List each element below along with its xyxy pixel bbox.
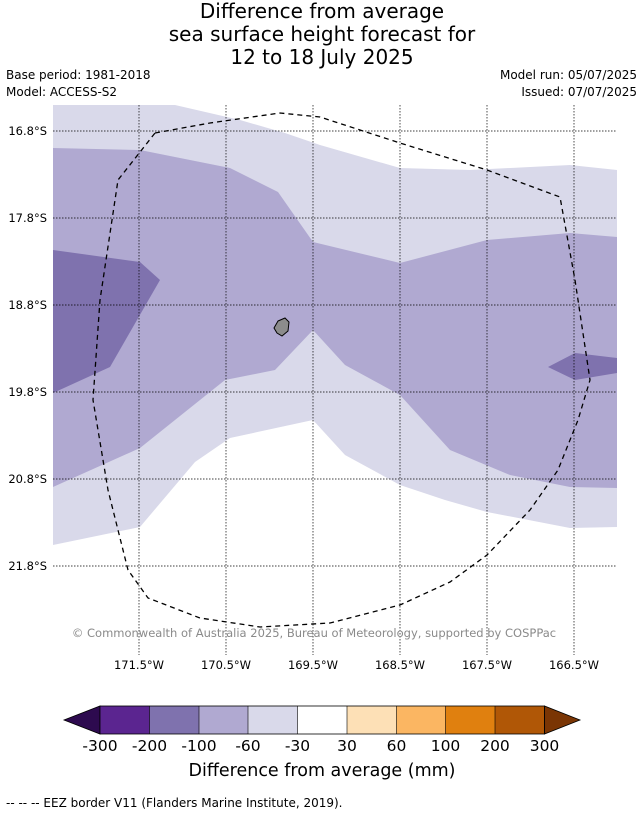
colorbar-tick: 60 <box>387 737 407 755</box>
colorbar-segment <box>149 706 199 734</box>
colorbar-segment <box>396 706 446 734</box>
copyright-notice: © Commonwealth of Australia 2025, Bureau… <box>72 626 556 640</box>
colorbar-segment <box>62 705 101 735</box>
title-line-2: sea surface height forecast for <box>168 22 476 46</box>
colorbar-segment <box>347 706 397 734</box>
colorbar-segment <box>544 705 582 735</box>
model-name: Model: ACCESS-S2 <box>6 85 118 99</box>
lon-label: 166.5°W <box>549 658 599 672</box>
lon-label: 171.5°W <box>114 658 164 672</box>
colorbar-tick: -60 <box>235 737 260 755</box>
lat-label: 16.8°S <box>8 124 47 138</box>
lat-label: 21.8°S <box>8 559 47 573</box>
colorbar-segment <box>297 706 347 734</box>
meta-left: Base period: 1981-2018 Model: ACCESS-S2 <box>6 67 151 101</box>
anomaly-region-dark-west <box>53 250 160 393</box>
lat-label: 20.8°S <box>8 472 47 486</box>
colorbar-outline <box>99 705 545 735</box>
grid-lines <box>53 105 617 655</box>
model-run: Model run: 05/07/2025 <box>499 68 637 82</box>
anomaly-region-dark-east <box>548 353 617 380</box>
colorbar <box>62 705 582 735</box>
colorbar-segment <box>445 706 495 734</box>
lon-label: 167.5°W <box>462 658 512 672</box>
colorbar-tick: -30 <box>285 737 310 755</box>
lon-labels: 171.5°W 170.5°W 169.5°W 168.5°W 167.5°W … <box>114 658 599 672</box>
base-period: Base period: 1981-2018 <box>6 68 151 82</box>
anomaly-region-medium <box>53 148 617 488</box>
lon-label: 170.5°W <box>201 658 251 672</box>
lat-label: 17.8°S <box>8 211 47 225</box>
colorbar-segment <box>248 706 298 734</box>
colorbar-segment <box>495 706 545 734</box>
island-land <box>273 317 290 337</box>
chart-title: Difference from average sea surface heig… <box>0 0 644 69</box>
colorbar-tick: -300 <box>82 737 117 755</box>
lon-label: 168.5°W <box>375 658 425 672</box>
colorbar-tick: -200 <box>132 737 167 755</box>
colorbar-tick: 200 <box>480 737 510 755</box>
colorbar-tick: 30 <box>337 737 357 755</box>
colorbar-segment <box>100 706 150 734</box>
lon-label: 169.5°W <box>288 658 338 672</box>
colorbar-ticks: -300 -200 -100 -60 -30 30 60 100 200 300 <box>82 737 559 755</box>
meta-right: Model run: 05/07/2025 Issued: 07/07/2025 <box>500 67 637 101</box>
map-area: © Commonwealth of Australia 2025, Bureau… <box>53 105 617 655</box>
issued-date: Issued: 07/07/2025 <box>521 85 637 99</box>
colorbar-tick: -100 <box>181 737 216 755</box>
lat-label: 18.8°S <box>8 298 47 312</box>
title-line-1: Difference from average <box>199 0 445 23</box>
lat-label: 19.8°S <box>8 385 47 399</box>
colorbar-dividers <box>149 706 496 734</box>
colorbar-title: Difference from average (mm) <box>188 761 456 781</box>
title-line-3: 12 to 18 July 2025 <box>230 45 414 69</box>
eez-footnote: -- -- -- EEZ border V11 (Flanders Marine… <box>6 796 343 810</box>
lat-labels: 16.8°S 17.8°S 18.8°S 19.8°S 20.8°S 21.8°… <box>8 124 47 573</box>
colorbar-tick: 100 <box>431 737 461 755</box>
colorbar-segment <box>199 706 248 734</box>
colorbar-tick: 300 <box>530 737 560 755</box>
